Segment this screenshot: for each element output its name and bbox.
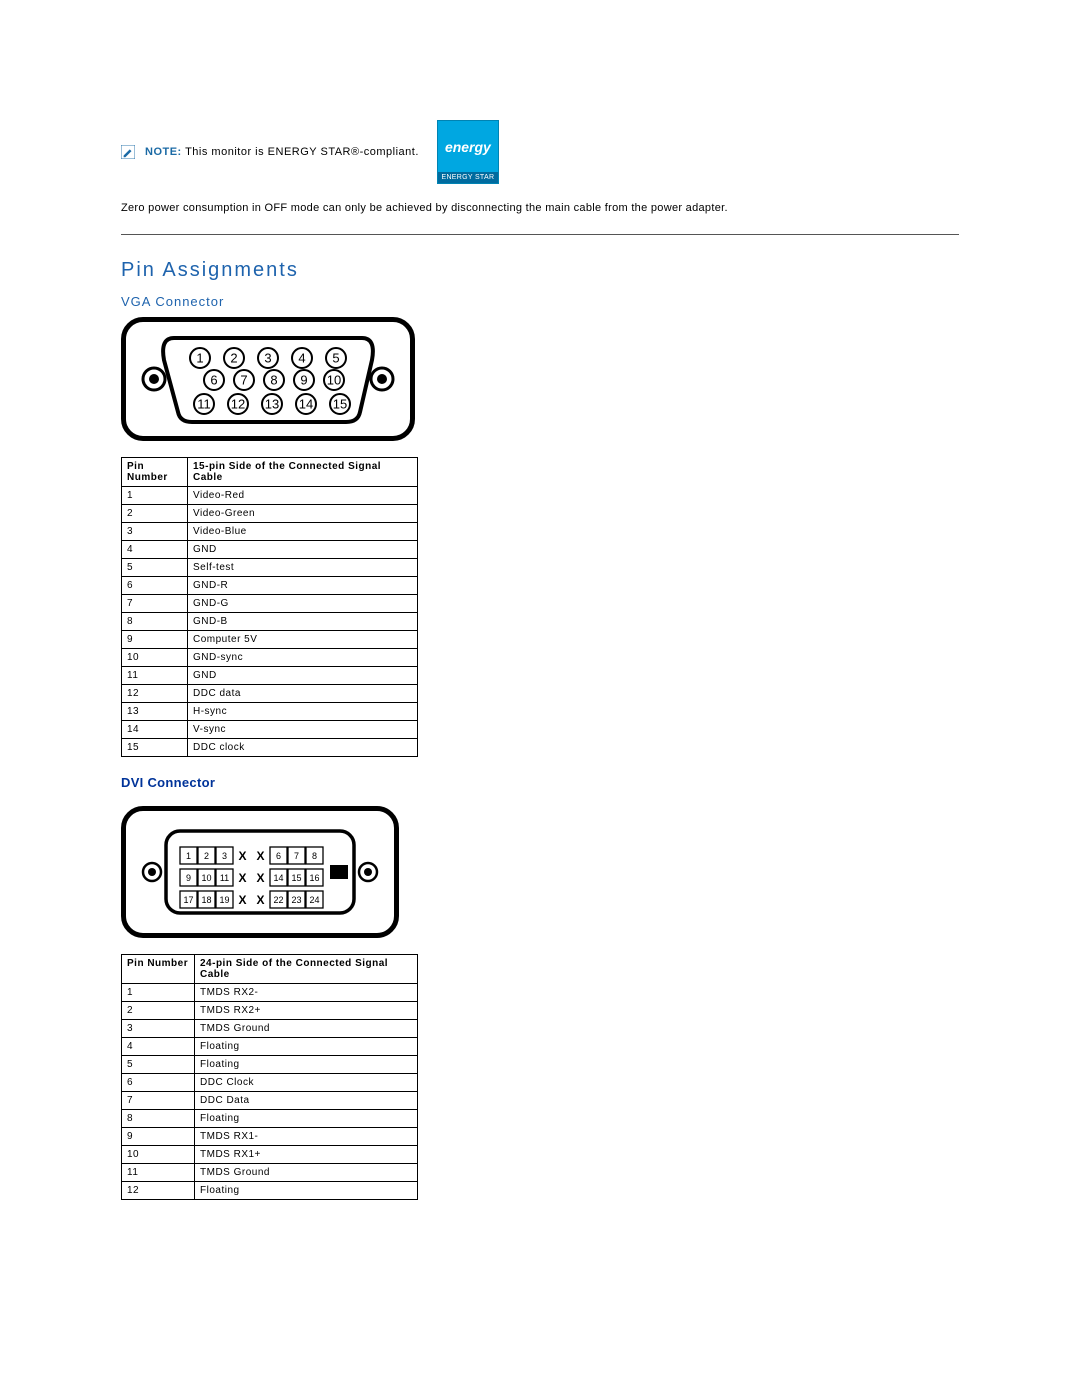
svg-text:6: 6	[210, 373, 217, 388]
table-row: 3TMDS Ground	[122, 1020, 418, 1038]
vga-heading: VGA Connector	[121, 294, 959, 309]
svg-text:3: 3	[222, 851, 227, 861]
table-row: 4GND	[122, 541, 418, 559]
svg-text:12: 12	[231, 397, 245, 412]
svg-text:1: 1	[196, 351, 203, 366]
note-text: NOTE: This monitor is ENERGY STAR®-compl…	[145, 146, 419, 158]
vga-svg: 123456789101112131415	[136, 330, 400, 428]
table-row: 8Floating	[122, 1110, 418, 1128]
svg-text:15: 15	[291, 873, 301, 883]
svg-text:7: 7	[294, 851, 299, 861]
table-row: 1TMDS RX2-	[122, 984, 418, 1002]
dvi-heading: DVI Connector	[121, 775, 959, 790]
page: NOTE: This monitor is ENERGY STAR®-compl…	[0, 0, 1080, 1200]
note-left: NOTE: This monitor is ENERGY STAR®-compl…	[121, 145, 419, 159]
section-title: Pin Assignments	[121, 259, 959, 282]
vga-diagram: 123456789101112131415	[121, 317, 415, 441]
svg-text:X: X	[238, 849, 246, 863]
table-row: 3Video-Blue	[122, 523, 418, 541]
svg-text:17: 17	[183, 895, 193, 905]
table-row: 11TMDS Ground	[122, 1164, 418, 1182]
svg-text:14: 14	[273, 873, 283, 883]
table-row: 2TMDS RX2+	[122, 1002, 418, 1020]
vga-th-desc: 15-pin Side of the Connected Signal Cabl…	[188, 458, 418, 487]
vga-table: Pin Number 15-pin Side of the Connected …	[121, 457, 418, 757]
svg-text:X: X	[256, 871, 264, 885]
separator	[121, 234, 959, 235]
table-row: 7DDC Data	[122, 1092, 418, 1110]
table-row: 5Floating	[122, 1056, 418, 1074]
svg-text:4: 4	[298, 351, 305, 366]
note-body: This monitor is ENERGY STAR®-compliant.	[182, 146, 419, 158]
table-row: 9Computer 5V	[122, 631, 418, 649]
svg-text:23: 23	[291, 895, 301, 905]
svg-text:X: X	[256, 849, 264, 863]
table-row: 10TMDS RX1+	[122, 1146, 418, 1164]
dvi-diagram: 123XX67891011XX141516171819XX222324	[121, 806, 399, 938]
svg-text:11: 11	[197, 397, 211, 412]
energy-star-logo-top: energy	[438, 121, 498, 172]
energy-star-logo: energy ENERGY STAR	[437, 120, 499, 184]
svg-text:X: X	[238, 871, 246, 885]
table-row: 12Floating	[122, 1182, 418, 1200]
table-row: 13H-sync	[122, 703, 418, 721]
svg-text:3: 3	[264, 351, 271, 366]
table-row: 6GND-R	[122, 577, 418, 595]
table-row: 1Video-Red	[122, 487, 418, 505]
svg-text:14: 14	[299, 397, 313, 412]
svg-text:10: 10	[327, 373, 341, 388]
table-row: 9TMDS RX1-	[122, 1128, 418, 1146]
table-row: 15DDC clock	[122, 739, 418, 757]
table-row: 5Self-test	[122, 559, 418, 577]
note-label: NOTE:	[145, 146, 182, 158]
svg-text:2: 2	[230, 351, 237, 366]
svg-text:9: 9	[300, 373, 307, 388]
svg-text:9: 9	[186, 873, 191, 883]
svg-text:24: 24	[309, 895, 319, 905]
table-row: 2Video-Green	[122, 505, 418, 523]
dvi-th-pin: Pin Number	[122, 955, 195, 984]
table-row: 6DDC Clock	[122, 1074, 418, 1092]
svg-text:7: 7	[240, 373, 247, 388]
note-icon	[121, 145, 135, 159]
table-header-row: Pin Number 15-pin Side of the Connected …	[122, 458, 418, 487]
svg-text:10: 10	[201, 873, 211, 883]
svg-text:X: X	[256, 893, 264, 907]
svg-text:15: 15	[333, 397, 347, 412]
dvi-table: Pin Number 24-pin Side of the Connected …	[121, 954, 418, 1200]
table-header-row: Pin Number 24-pin Side of the Connected …	[122, 955, 418, 984]
svg-text:11: 11	[220, 873, 229, 883]
svg-text:16: 16	[309, 873, 319, 883]
table-row: 14V-sync	[122, 721, 418, 739]
zero-power-text: Zero power consumption in OFF mode can o…	[121, 202, 959, 214]
table-row: 12DDC data	[122, 685, 418, 703]
svg-text:22: 22	[273, 895, 283, 905]
dvi-svg: 123XX67891011XX141516171819XX222324	[136, 819, 384, 925]
energy-star-logo-bottom: ENERGY STAR	[438, 172, 498, 183]
svg-text:19: 19	[219, 895, 229, 905]
table-row: 10GND-sync	[122, 649, 418, 667]
table-row: 4Floating	[122, 1038, 418, 1056]
table-row: 8GND-B	[122, 613, 418, 631]
svg-text:8: 8	[312, 851, 317, 861]
table-row: 7GND-G	[122, 595, 418, 613]
svg-text:X: X	[238, 893, 246, 907]
energy-star-note-row: NOTE: This monitor is ENERGY STAR®-compl…	[121, 120, 959, 184]
dvi-th-desc: 24-pin Side of the Connected Signal Cabl…	[195, 955, 418, 984]
svg-text:1: 1	[186, 851, 191, 861]
svg-text:13: 13	[265, 397, 279, 412]
vga-th-pin: Pin Number	[122, 458, 188, 487]
svg-text:2: 2	[204, 851, 209, 861]
svg-text:5: 5	[332, 351, 339, 366]
svg-text:8: 8	[270, 373, 277, 388]
svg-text:18: 18	[201, 895, 211, 905]
table-row: 11GND	[122, 667, 418, 685]
svg-text:6: 6	[276, 851, 281, 861]
